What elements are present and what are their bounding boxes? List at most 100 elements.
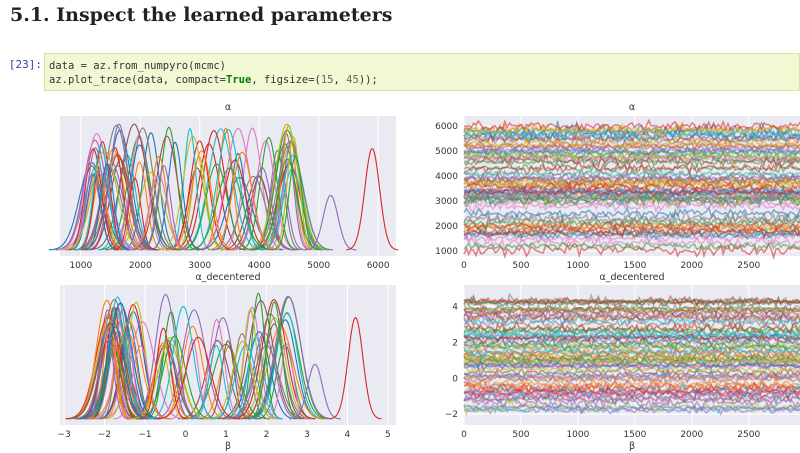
trace-line xyxy=(463,405,800,416)
density-curve xyxy=(346,147,399,251)
y-tick-label: 4000 xyxy=(435,172,458,182)
density-curve xyxy=(196,127,280,251)
trace-line xyxy=(463,241,800,261)
trace-line xyxy=(463,145,800,157)
trace-line xyxy=(463,122,800,138)
density-curve xyxy=(244,312,329,420)
density-curve xyxy=(87,325,133,420)
x-tick-label: 5 xyxy=(385,430,391,440)
density-curve xyxy=(76,140,129,251)
x-tick-label: 1000 xyxy=(566,430,589,440)
code-line-2: az.plot_trace(data, compact=True, figsiz… xyxy=(49,74,378,86)
alpha-density-title: α xyxy=(225,102,231,113)
x-tick-label: 2500 xyxy=(737,430,760,440)
x-tick-label: 0 xyxy=(461,261,467,271)
trace-line xyxy=(463,387,800,399)
trace-line xyxy=(463,180,800,196)
trace-line xyxy=(463,330,800,345)
trace-line xyxy=(463,153,800,169)
density-curve xyxy=(113,177,157,251)
x-tick-label: 6000 xyxy=(367,261,390,271)
density-curve xyxy=(265,343,309,420)
trace-line xyxy=(463,200,800,214)
trace-line xyxy=(463,149,800,166)
x-tick-label: 1500 xyxy=(623,261,646,271)
density-curve xyxy=(206,340,250,420)
alpha-trace-plot: 0 500 1000 1500 2000 2500 1000 2000 3000 4000 5000… xyxy=(435,116,800,271)
cell-prompt: [23]: xyxy=(8,58,42,71)
x-tick-label: 1000 xyxy=(69,261,92,271)
trace-line xyxy=(463,171,800,184)
density-curve xyxy=(253,158,322,251)
trace-line xyxy=(463,345,800,360)
trace-line xyxy=(463,319,800,336)
density-curve xyxy=(329,316,382,420)
trace-line xyxy=(463,172,800,194)
trace-line xyxy=(463,145,800,159)
trace-line xyxy=(463,340,800,354)
trace-line xyxy=(463,140,800,151)
trace-line xyxy=(463,229,800,241)
alpha-decentered-trace-label: α_decentered xyxy=(599,272,664,283)
density-curve xyxy=(152,309,236,420)
density-curve xyxy=(76,124,157,251)
density-curve xyxy=(74,299,155,420)
density-curve xyxy=(139,327,188,420)
density-curve xyxy=(207,340,278,420)
density-curve xyxy=(241,323,308,420)
beta-density-xlabel: β xyxy=(225,441,231,452)
density-curve xyxy=(85,326,129,420)
density-curve xyxy=(232,299,316,420)
density-curve xyxy=(129,135,204,251)
trace-line xyxy=(463,389,800,406)
trace-line xyxy=(463,166,800,182)
trace-line xyxy=(463,295,800,307)
density-curve xyxy=(207,151,277,251)
density-curve xyxy=(135,335,213,420)
density-curve xyxy=(148,305,219,420)
trace-line xyxy=(463,231,800,253)
density-curve xyxy=(235,292,282,420)
trace-line xyxy=(463,328,800,341)
density-curve xyxy=(57,170,143,251)
y-tick-label: −2 xyxy=(445,410,458,420)
density-curve xyxy=(140,165,188,251)
density-curve xyxy=(114,161,165,251)
trace-line xyxy=(463,161,800,174)
density-curve xyxy=(227,331,301,420)
density-curve xyxy=(96,304,170,420)
density-curve xyxy=(236,325,325,420)
x-tick-label: 3 xyxy=(304,430,310,440)
density-curve xyxy=(84,162,131,251)
trace-line xyxy=(463,240,800,253)
density-curve xyxy=(83,326,148,420)
trace-line xyxy=(463,301,800,317)
x-tick-label: −1 xyxy=(138,430,151,440)
beta-density-plot: −3 −2 −1 0 1 2 3 4 5 xyxy=(57,285,396,440)
trace-line xyxy=(463,372,800,386)
density-curve xyxy=(186,167,274,251)
density-curve xyxy=(73,162,150,251)
density-curve xyxy=(140,126,197,251)
density-curve xyxy=(69,173,119,251)
trace-line xyxy=(463,222,800,239)
y-tick-label: 0 xyxy=(452,374,458,384)
alpha-density-plot: 1000 2000 3000 4000 5000 6000 xyxy=(48,116,399,271)
x-tick-label: −2 xyxy=(98,430,111,440)
trace-line xyxy=(463,189,800,211)
density-curve xyxy=(74,144,128,251)
trace-line xyxy=(463,340,800,355)
trace-line xyxy=(463,403,800,413)
code-cell[interactable]: data = az.from_numpyro(mcmc) az.plot_tra… xyxy=(44,53,800,91)
density-curve xyxy=(158,325,228,420)
y-tick-label: 4 xyxy=(452,303,458,313)
x-tick-label: 2000 xyxy=(129,261,152,271)
density-curve xyxy=(158,135,228,251)
x-tick-label: 500 xyxy=(512,430,529,440)
density-curve xyxy=(226,308,274,420)
trace-line xyxy=(464,187,800,199)
density-curve xyxy=(61,150,148,251)
x-tick-label: 3000 xyxy=(188,261,211,271)
density-curve xyxy=(67,323,152,420)
